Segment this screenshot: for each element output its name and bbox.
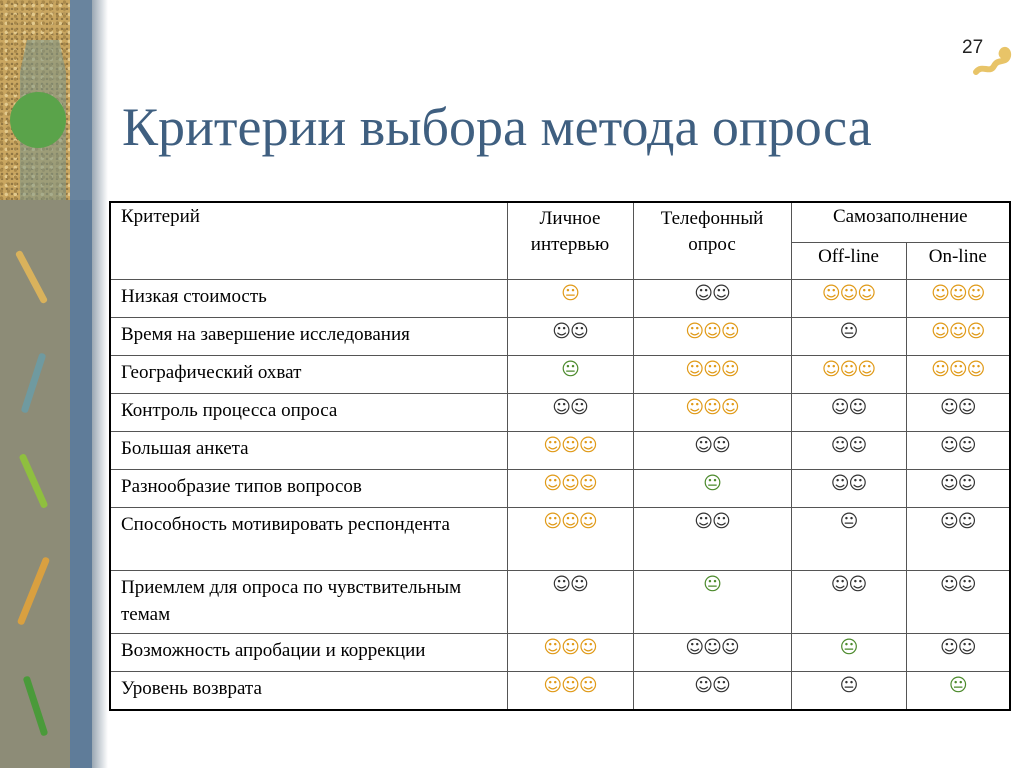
swirl-ornament-icon	[973, 46, 1012, 75]
table-row: Возможность апробации и коррекции ☺☺☺ ☺☺☺ 😐…	[109, 633, 1011, 672]
rating-phone-survey: ☺☺☺	[632, 317, 792, 356]
table-row: Низкая стоимость 😐 ☺☺ ☺☺☺ ☺☺☺	[109, 279, 1011, 318]
left-decoration	[0, 0, 110, 768]
criterion-name: Возможность апробации и коррекции	[109, 633, 508, 672]
rating-personal-interview: ☺☺	[506, 570, 634, 634]
rating-online: ☺☺	[905, 633, 1011, 672]
rating-personal-interview: ☺☺	[506, 317, 634, 356]
criterion-name: Разнообразие типов вопросов	[109, 469, 508, 508]
criterion-name: Приемлем для опроса по чувствительным те…	[109, 570, 508, 634]
table-row: Большая анкета ☺☺☺ ☺☺ ☺☺ ☺☺	[109, 431, 1011, 470]
rating-personal-interview: 😐	[506, 355, 634, 394]
criterion-name: Контроль процесса опроса	[109, 393, 508, 432]
rating-personal-interview: ☺☺☺	[506, 431, 634, 470]
header-online: On-line	[905, 242, 1011, 280]
header-phone-survey: Телефонный опрос	[632, 201, 792, 280]
rating-phone-survey: ☺☺	[632, 507, 792, 571]
rating-online: ☺☺	[905, 431, 1011, 470]
criterion-name: Уровень возврата	[109, 671, 508, 711]
rating-personal-interview: ☺☺☺	[506, 469, 634, 508]
header-offline: Off-line	[790, 242, 907, 280]
table-row: Время на завершение исследования ☺☺ ☺☺☺ 😐 ☺☺…	[109, 317, 1011, 356]
rating-phone-survey: ☺☺	[632, 431, 792, 470]
rating-online: ☺☺☺	[905, 279, 1011, 318]
table-row: Разнообразие типов вопросов ☺☺☺ 😐 ☺☺ ☺☺	[109, 469, 1011, 508]
rating-phone-survey: 😐	[632, 570, 792, 634]
rating-offline: ☺☺☺	[790, 355, 907, 394]
rating-online: ☺☺☺	[905, 355, 1011, 394]
criterion-name: Способность мотивировать респондента	[109, 507, 508, 571]
rating-offline: ☺☺	[790, 393, 907, 432]
rating-online: 😐	[905, 671, 1011, 711]
slide-number: 27	[962, 37, 984, 58]
criteria-table: Критерий Личное интервью Телефонный опро…	[109, 201, 1011, 711]
header-self-completion: Самозаполнение	[790, 201, 1011, 243]
table-row: Географический охват 😐 ☺☺☺ ☺☺☺ ☺☺☺	[109, 355, 1011, 394]
rating-offline: ☺☺	[790, 469, 907, 508]
stripe-shadow	[92, 0, 108, 768]
rating-offline: ☺☺	[790, 431, 907, 470]
rating-offline: 😐	[790, 671, 907, 711]
table-row: Контроль процесса опроса ☺☺ ☺☺☺ ☺☺ ☺☺	[109, 393, 1011, 432]
rating-online: ☺☺	[905, 570, 1011, 634]
rating-phone-survey: ☺☺	[632, 671, 792, 711]
blue-stripe-top	[70, 0, 92, 200]
table-row: Приемлем для опроса по чувствительным те…	[109, 570, 1011, 634]
rating-offline: 😐	[790, 507, 907, 571]
rating-personal-interview: ☺☺☺	[506, 633, 634, 672]
rating-offline: 😐	[790, 317, 907, 356]
criterion-name: Низкая стоимость	[109, 279, 508, 318]
criterion-name: Время на завершение исследования	[109, 317, 508, 356]
green-circle-decoration	[10, 92, 66, 148]
rating-online: ☺☺	[905, 393, 1011, 432]
rating-phone-survey: ☺☺☺	[632, 633, 792, 672]
table-row: Уровень возврата ☺☺☺ ☺☺ 😐 😐	[109, 671, 1011, 711]
rating-phone-survey: ☺☺	[632, 279, 792, 318]
criterion-name: Географический охват	[109, 355, 508, 394]
table-body: Низкая стоимость 😐 ☺☺ ☺☺☺ ☺☺☺ Время на заверш…	[109, 279, 1011, 711]
table-row: Способность мотивировать респондента ☺☺☺ ☺…	[109, 507, 1011, 571]
rating-online: ☺☺	[905, 469, 1011, 508]
rating-personal-interview: ☺☺☺	[506, 507, 634, 571]
rating-offline: 😐	[790, 633, 907, 672]
rating-personal-interview: ☺☺☺	[506, 671, 634, 711]
header-personal-interview: Личное интервью	[506, 201, 634, 280]
rating-phone-survey: 😐	[632, 469, 792, 508]
rating-phone-survey: ☺☺☺	[632, 355, 792, 394]
rating-offline: ☺☺	[790, 570, 907, 634]
rating-offline: ☺☺☺	[790, 279, 907, 318]
rating-personal-interview: ☺☺	[506, 393, 634, 432]
slide-title: Критерии выбора метода опроса	[122, 97, 872, 157]
header-criterion: Критерий	[109, 201, 508, 280]
rating-phone-survey: ☺☺☺	[632, 393, 792, 432]
rating-personal-interview: 😐	[506, 279, 634, 318]
rating-online: ☺☺☺	[905, 317, 1011, 356]
rating-online: ☺☺	[905, 507, 1011, 571]
criterion-name: Большая анкета	[109, 431, 508, 470]
